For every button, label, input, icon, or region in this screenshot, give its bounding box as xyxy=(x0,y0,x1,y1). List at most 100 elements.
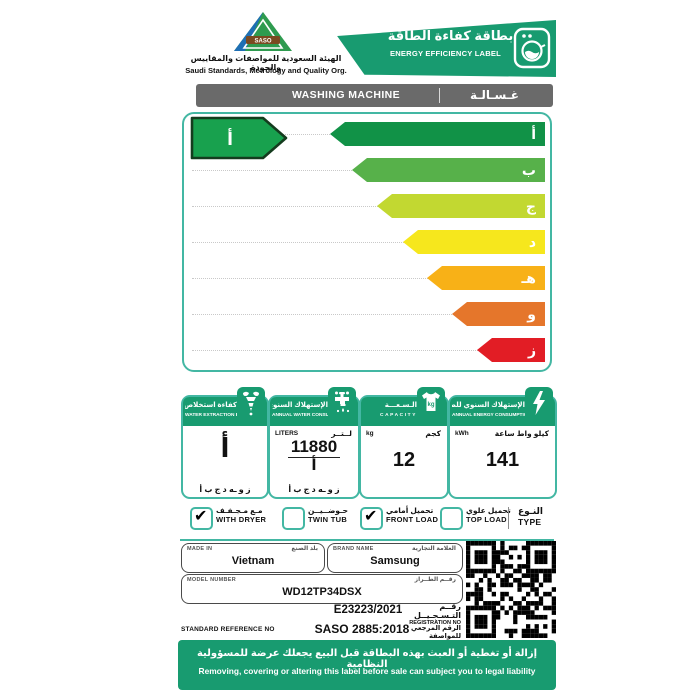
brand-label-english: BRAND NAME xyxy=(333,546,374,552)
legal-text-arabic: إزالة أو تغطية أو العبث بهذه البطاقة قبل… xyxy=(196,648,538,670)
option-label-arabic: حـوضــيــن xyxy=(308,506,348,515)
grade-dotted-line xyxy=(192,278,542,279)
stat-box-energy: الإستهلاك السنوي للطاقة ANNUAL ENERGY CO… xyxy=(448,387,557,499)
stat-grade-scale: أ ب ج د هـ و ز xyxy=(199,485,251,494)
bolt-icon xyxy=(525,387,553,425)
product-name-english: WASHING MACHINE xyxy=(291,89,401,101)
type-label: النـوع TYPE xyxy=(518,506,543,527)
brand-box: BRAND NAME العلامة التجارية Samsung xyxy=(327,543,463,573)
model-label-english: MODEL NUMBER xyxy=(187,577,237,583)
standard-reference-label: STANDARD REFERENCE NO xyxy=(181,626,275,633)
unit-liters-arabic: لــتــر xyxy=(331,429,352,438)
unit-kg: kg xyxy=(366,430,374,437)
grade-bar: هـ xyxy=(427,266,545,290)
stat-title-arabic: الإستهلاك السنوي للطاقة xyxy=(452,402,525,409)
registration-number-value: E23223/2021 xyxy=(333,604,403,616)
shirt-icon: kg xyxy=(417,387,445,425)
wring-icon xyxy=(237,387,265,425)
made-in-value: Vietnam xyxy=(231,555,275,567)
checkbox-front-load[interactable]: ✔ xyxy=(360,507,383,530)
water-consumption-value: 11880 xyxy=(287,437,341,458)
grade-bar-letter: ز xyxy=(527,342,536,358)
divider-rule xyxy=(180,539,554,541)
energy-efficiency-label: SASO الهيئة السعودية للمواصفات والمقاييس… xyxy=(178,10,557,692)
type-label-arabic: النـوع xyxy=(518,506,544,516)
svg-text:kg: kg xyxy=(427,402,434,408)
standard-reference-label-arabic: الرقم المرجعي للمواصفة xyxy=(410,625,461,640)
option-label-arabic: تحميل علوي xyxy=(466,506,511,515)
model-label-arabic: رقــم الطــراز xyxy=(414,577,456,583)
label-title-english: ENERGY EFFICIENCY LABEL xyxy=(389,49,502,58)
selected-grade-arrow: أ xyxy=(190,116,288,160)
grade-dotted-line xyxy=(192,242,542,243)
grade-bar: د xyxy=(403,230,545,254)
option-label-english: TOP LOAD xyxy=(466,515,507,524)
stat-grade-value: أ xyxy=(311,457,317,474)
option-label-english: TWIN TUB xyxy=(308,515,348,524)
grade-dotted-line xyxy=(192,206,542,207)
saso-logo-text: SASO xyxy=(254,39,271,45)
standard-reference-value: SASO 2885:2018 xyxy=(314,622,410,636)
grade-dotted-line xyxy=(192,350,542,351)
qr-code xyxy=(466,541,556,638)
grade-bar: أ xyxy=(330,122,545,146)
type-label-english: TYPE xyxy=(518,517,542,527)
grade-bar-letter: د xyxy=(528,234,536,250)
made-in-label-arabic: بلد الصنع xyxy=(291,546,318,552)
stat-grade-scale: أ ب ج د هـ و ز xyxy=(288,485,340,494)
unit-kg-arabic: كجم xyxy=(425,429,441,438)
stat-grade-value: أ xyxy=(220,433,230,463)
org-header: SASO الهيئة السعودية للمواصفات والمقاييس… xyxy=(178,10,354,80)
legal-footer: إزالة أو تغطية أو العبث بهذه البطاقة قبل… xyxy=(178,640,556,690)
grade-bar-letter: ج xyxy=(525,198,536,214)
model-number-box: MODEL NUMBER رقــم الطــراز WD12TP34DSX xyxy=(181,574,463,604)
option-label-english: WITH DRYER xyxy=(216,515,267,524)
stat-title-english: WATER EXTRACTION EFFICIENCY xyxy=(185,413,237,418)
title-banner: بطاقة كفاءة الطاقة ENERGY EFFICIENCY LAB… xyxy=(337,20,556,77)
type-divider xyxy=(508,507,509,529)
stat-box-water-consumption: الإستهلاك السنوي للماء ANNUAL WATER CONS… xyxy=(268,387,360,499)
brand-value: Samsung xyxy=(370,555,420,567)
checkmark-icon: ✔ xyxy=(364,508,378,525)
checkbox-with-dryer[interactable]: ✔ xyxy=(190,507,213,530)
capacity-value: 12 xyxy=(392,449,416,471)
grade-bar-letter: أ xyxy=(531,126,536,142)
brand-label-arabic: العلامة التجارية xyxy=(412,546,456,552)
checkmark-icon: ✔ xyxy=(194,508,208,525)
grade-dotted-line xyxy=(192,314,542,315)
org-name-english: Saudi Standards, Metrology and Quality O… xyxy=(185,66,347,75)
selected-grade-letter: أ xyxy=(227,128,233,150)
rating-scale: أ ب ج د هـ و ز أ xyxy=(182,112,552,372)
label-title-arabic: بطاقة كفاءة الطاقة xyxy=(387,28,514,43)
faucet-icon xyxy=(328,387,356,425)
registration-label-arabic: رقــم التـسـجـيــل xyxy=(414,602,461,620)
option-label-english: FRONT LOAD xyxy=(386,515,439,524)
checkbox-top-load[interactable]: ✔ xyxy=(440,507,463,530)
stat-box-water-extraction: كفاءة استخلاص المياه WATER EXTRACTION EF… xyxy=(181,387,269,499)
grade-bar: ج xyxy=(377,194,545,218)
product-bar-divider xyxy=(439,88,440,103)
model-number-value: WD12TP34DSX xyxy=(282,586,362,598)
stat-title-english: ANNUAL WATER CONSUMPTION xyxy=(272,413,328,418)
stat-title-arabic: الإستهلاك السنوي للماء xyxy=(272,402,328,409)
made-in-box: MADE IN بلد الصنع Vietnam xyxy=(181,543,325,573)
saso-logo: SASO xyxy=(234,12,292,51)
grade-bar: ز xyxy=(477,338,545,362)
legal-text-english: Removing, covering or altering this labe… xyxy=(198,666,536,676)
grade-bar: ب xyxy=(352,158,545,182)
option-label-arabic: مـع مـجـفـف xyxy=(216,506,263,515)
checkbox-twin-tub[interactable]: ✔ xyxy=(282,507,305,530)
made-in-label-english: MADE IN xyxy=(187,546,213,552)
stat-title-arabic: الـسـعـــة xyxy=(384,402,417,409)
grade-bar-letter: هـ xyxy=(521,270,537,286)
grade-bar-letter: و xyxy=(527,306,536,322)
stat-box-capacity: الـسـعـــة CAPACITY kg kg كجم 12 xyxy=(359,387,449,499)
stat-title-arabic: كفاءة استخلاص المياه xyxy=(185,402,237,409)
grade-bar: و xyxy=(452,302,545,326)
stat-title-english: ANNUAL ENERGY CONSUMPTION xyxy=(452,413,525,418)
stat-title-english: CAPACITY xyxy=(380,413,417,418)
unit-kwh-arabic: كيلو واط ساعة xyxy=(494,429,549,438)
registration-label: رقــم التـسـجـيــل REGISTRATION NO xyxy=(400,602,461,626)
energy-value: 141 xyxy=(485,449,520,471)
product-type-bar: WASHING MACHINE غـسـالـة مـلابـس xyxy=(196,84,553,125)
